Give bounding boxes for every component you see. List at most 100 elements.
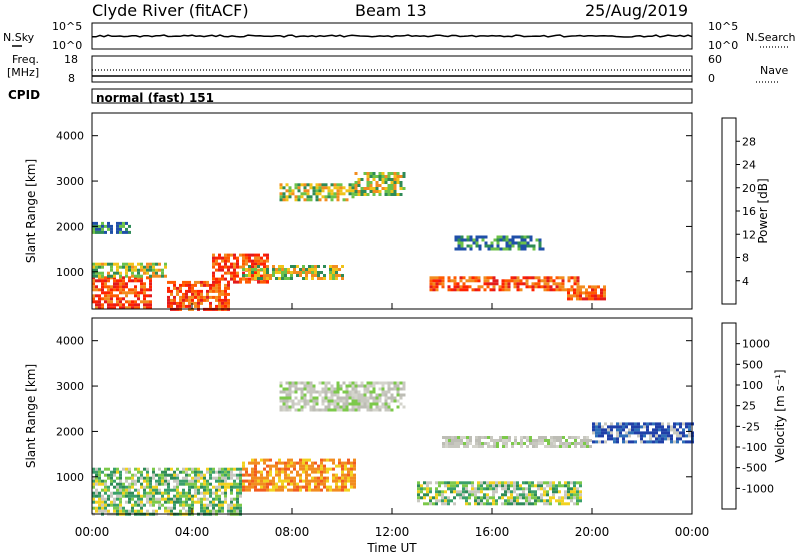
echo-cell [233, 473, 236, 477]
echo-cell [595, 431, 598, 435]
echo-cell [486, 487, 489, 491]
echo-cell [640, 431, 643, 435]
colorbar-tick-label: 1000 [742, 338, 770, 351]
echo-cell [546, 481, 549, 485]
echo-cell [601, 440, 604, 444]
echo-cell [254, 256, 257, 260]
echo-cell [194, 491, 197, 495]
echo-cell [561, 496, 564, 500]
echo-cell [330, 390, 334, 394]
echo-cell [218, 277, 221, 281]
echo-cell [468, 493, 471, 497]
echo-cell [314, 488, 317, 492]
echo-cell [149, 306, 152, 310]
echo-cell [170, 301, 173, 305]
echo-cell [341, 467, 344, 471]
echo-cell [332, 476, 335, 480]
echo-cell [366, 178, 370, 181]
echo-cell [326, 458, 329, 462]
echo-cell [573, 493, 576, 497]
echo-cell [673, 440, 676, 444]
echo-cell [381, 181, 385, 184]
echo-cell [579, 294, 582, 298]
echo-cell [402, 405, 406, 409]
echo-cell [278, 268, 281, 271]
echo-cell [480, 487, 483, 491]
echo-cell [347, 458, 350, 462]
echo-cell [535, 442, 538, 445]
echo-cell [305, 473, 308, 477]
echo-cell [685, 434, 688, 438]
echo-cell [275, 488, 278, 492]
echo-cell [508, 244, 512, 248]
echo-cell [357, 184, 361, 187]
echo-cell [95, 303, 98, 307]
echo-cell [140, 509, 143, 513]
echo-cell [516, 481, 519, 485]
echo-cell [161, 473, 164, 477]
echo-cell [342, 192, 346, 196]
echo-cell [293, 265, 296, 268]
echo-cell [469, 238, 473, 242]
echo-cell [514, 442, 517, 445]
echo-cell [173, 301, 176, 305]
echo-cell [239, 485, 242, 489]
echo-cell [335, 271, 338, 274]
echo-cell [537, 276, 541, 280]
echo-cell [263, 253, 266, 257]
echo-cell [573, 502, 576, 506]
echo-cell [469, 439, 472, 442]
echo-cell [248, 280, 251, 284]
echo-cell [517, 241, 521, 245]
echo-cell [516, 496, 519, 500]
echo-cell [558, 499, 561, 503]
echo-cell [194, 289, 197, 293]
echo-cell [227, 467, 230, 471]
echo-cell [435, 487, 438, 491]
echo-cell [459, 490, 462, 494]
echo-cell [351, 393, 355, 397]
echo-cell [538, 436, 541, 439]
echo-cell [167, 304, 170, 308]
echo-cell [339, 183, 343, 187]
echo-cell [447, 276, 451, 280]
echo-cell [315, 183, 319, 187]
echo-cell [282, 405, 286, 409]
echo-cell [525, 282, 529, 286]
freq-left-tick-bottom: 8 [68, 72, 75, 85]
echo-cell [185, 467, 188, 471]
echo-cell [327, 381, 331, 385]
echo-cell [579, 490, 582, 494]
echo-cell [336, 186, 340, 190]
echo-cell [98, 265, 101, 269]
echo-cell [318, 189, 322, 193]
echo-cell [345, 405, 349, 409]
echo-cell [278, 271, 281, 274]
echo-cell [167, 479, 170, 483]
echo-cell [538, 238, 542, 242]
echo-cell [670, 440, 673, 444]
echo-cell [119, 291, 122, 295]
echo-cell [576, 297, 579, 301]
echo-cell [146, 271, 149, 275]
echo-cell [579, 297, 582, 301]
echo-cell [209, 509, 212, 513]
echo-cell [315, 390, 319, 394]
echo-cell [317, 476, 320, 480]
echo-cell [218, 473, 221, 477]
echo-cell [486, 279, 490, 283]
echo-cell [492, 496, 495, 500]
echo-cell [399, 393, 403, 397]
echo-cell [573, 484, 576, 488]
echo-cell [570, 294, 573, 298]
echo-cell [272, 274, 275, 277]
echo-cell [242, 461, 245, 465]
echo-cell [263, 467, 266, 471]
echo-cell [125, 470, 128, 474]
echo-cell [92, 230, 95, 234]
echo-cell [492, 285, 496, 289]
echo-cell [119, 276, 122, 280]
echo-cell [311, 274, 314, 277]
echo-cell [576, 276, 580, 280]
echo-cell [471, 487, 474, 491]
